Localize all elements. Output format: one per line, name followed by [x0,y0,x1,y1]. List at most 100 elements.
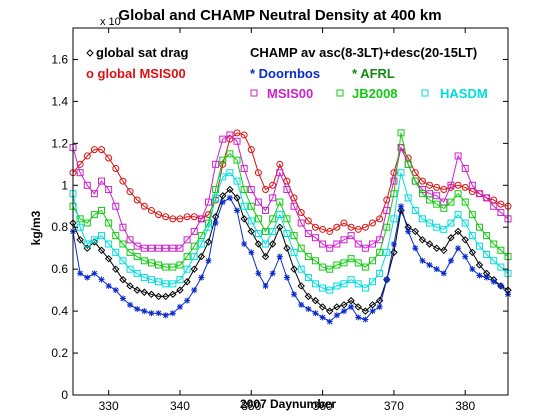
data-point-global-sat-drag [140,288,149,296]
data-point-doornbos [398,203,405,210]
data-point-doornbos [355,314,362,321]
data-point-global-sat-drag [276,223,284,231]
data-point-msis00 [83,181,91,189]
data-point-hasdm [176,276,184,284]
data-point-global-msis00 [112,165,120,173]
data-point-jb2008 [83,219,91,227]
data-point-hasdm [333,282,341,290]
data-point-jb2008 [240,185,248,193]
data-point-global-msis00 [126,188,134,196]
data-point-jb2008 [126,248,134,256]
data-point-hasdm [204,223,212,231]
data-point-global-sat-drag [112,265,120,273]
data-point-global-msis00 [347,223,355,231]
data-point-jb2008 [418,190,426,198]
data-point-hasdm [397,169,405,177]
legend-item-msis00: MSIS00 [267,86,313,101]
data-point-global-sat-drag [247,227,255,236]
data-point-global-sat-drag [297,282,305,290]
data-point-hasdm [361,284,369,292]
data-point-global-msis00 [361,223,369,231]
data-point-msis00 [226,131,234,139]
data-point-jb2008 [354,259,362,267]
data-point-hasdm [347,276,355,284]
data-point-hasdm [98,232,106,240]
data-point-global-sat-drag [133,286,141,294]
data-point-jb2008 [112,232,120,240]
data-point-doornbos [269,270,276,277]
data-point-msis00 [454,152,462,160]
data-point-doornbos [219,199,226,206]
chart-title: Global and CHAMP Neutral Density at 400 … [118,7,441,24]
data-point-doornbos [333,312,340,319]
data-point-msis00 [90,190,98,198]
data-point-msis00 [126,236,134,244]
data-point-global-msis00 [162,213,170,221]
data-point-doornbos [91,270,98,277]
data-point-doornbos [176,303,183,310]
series-line-msis00 [72,134,509,249]
data-point-doornbos [476,272,483,279]
data-point-global-msis00 [354,225,362,233]
data-point-global-msis00 [333,223,341,231]
legend-label-global-msis00: o global MSIS00 [86,66,186,81]
data-point-doornbos [155,310,162,317]
data-point-msis00 [461,165,469,173]
data-point-global-msis00 [147,206,155,214]
data-point-msis00 [376,236,384,244]
data-point-msis00 [276,169,284,177]
data-point-global-msis00 [155,211,163,219]
axes-frame [72,27,509,396]
data-point-global-sat-drag [176,286,184,294]
data-point-jb2008 [390,190,398,198]
data-point-msis00 [183,236,191,244]
data-point-jb2008 [397,129,405,137]
data-point-msis00 [233,137,241,145]
data-point-doornbos [276,253,283,260]
data-point-global-msis00 [276,160,284,168]
data-point-hasdm [112,248,120,256]
data-point-global-msis00 [454,181,462,189]
data-point-doornbos [255,270,262,277]
data-point-doornbos [105,282,112,289]
data-point-hasdm [240,202,248,210]
data-point-global-msis00 [390,169,398,177]
data-point-global-msis00 [240,131,248,139]
data-point-jb2008 [433,200,441,208]
data-point-msis00 [133,242,141,250]
data-point-doornbos [298,301,305,308]
data-point-doornbos [127,301,134,308]
data-point-msis00 [383,206,391,214]
data-point-global-msis00 [105,154,113,162]
data-point-jb2008 [283,215,291,223]
data-point-msis00 [326,244,334,252]
data-point-global-msis00 [247,146,255,154]
data-point-msis00 [304,230,312,238]
data-point-jb2008 [105,219,113,227]
data-point-doornbos [440,270,447,277]
data-point-doornbos [98,276,105,283]
data-point-global-sat-drag [268,240,277,248]
data-point-global-sat-drag [475,261,484,269]
data-point-global-msis00 [269,181,277,189]
data-point-hasdm [254,230,262,238]
data-point-msis00 [140,244,148,252]
data-point-global-sat-drag [304,292,313,301]
legend-marker-jb2008 [336,89,344,97]
data-point-global-msis00 [311,223,319,231]
data-point-hasdm [447,219,455,227]
data-point-msis00 [98,177,106,185]
data-point-global-sat-drag [261,252,270,261]
y-tick-label: 1.4 [51,94,68,108]
data-point-msis00 [76,169,84,177]
data-point-hasdm [212,194,220,202]
data-point-global-sat-drag [254,240,263,248]
data-point-global-msis00 [90,146,98,154]
data-point-hasdm [376,269,384,277]
data-point-msis00 [254,198,262,206]
data-point-doornbos [490,278,497,285]
series-line-global-msis00 [72,132,509,232]
data-point-doornbos [433,266,440,273]
data-point-jb2008 [361,263,369,271]
data-point-msis00 [433,192,441,200]
